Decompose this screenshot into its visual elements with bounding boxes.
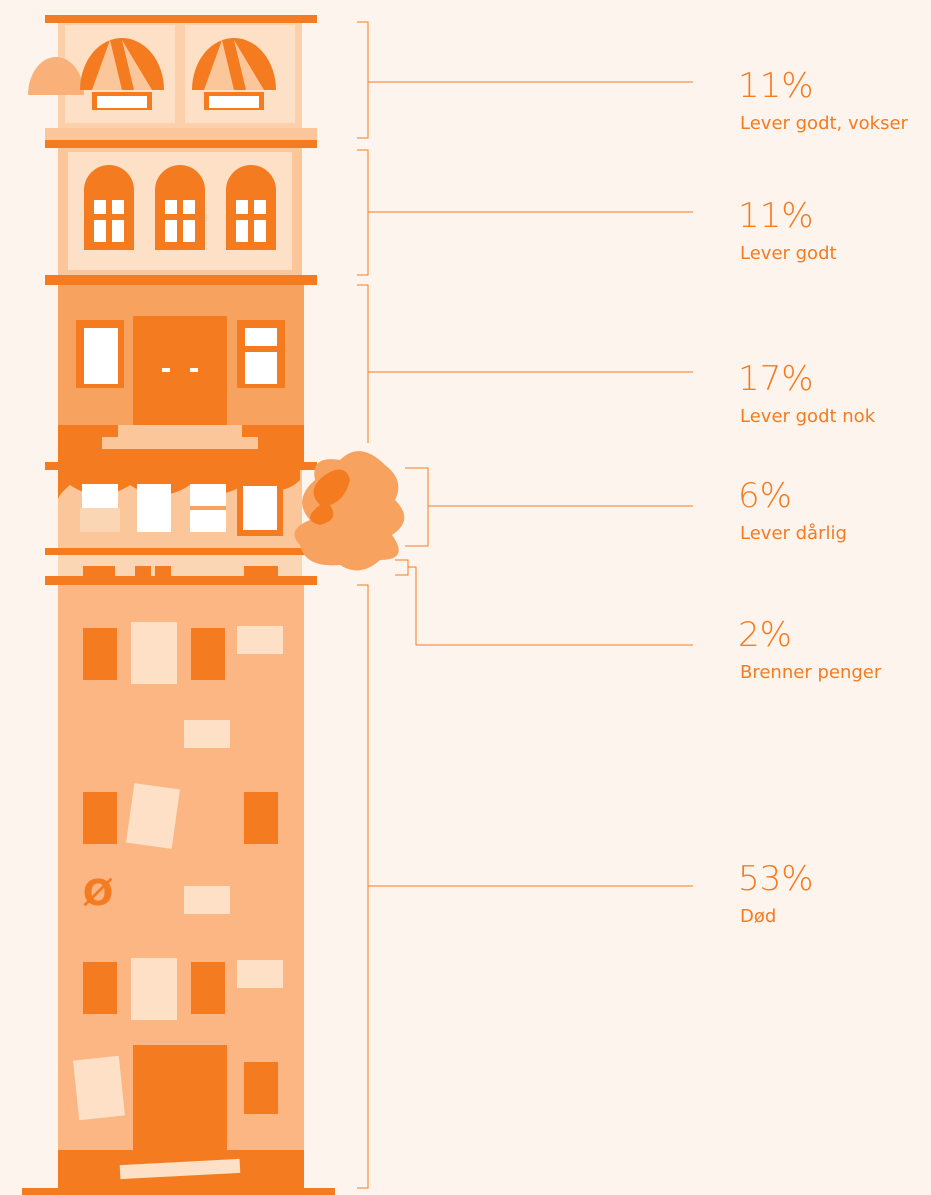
category-label: Død [740, 906, 776, 927]
bracket [395, 559, 693, 646]
category-label: Lever godt [740, 243, 837, 264]
percent-label: 6% [738, 476, 792, 516]
percent-label: 53% [738, 859, 814, 899]
bracket [405, 467, 693, 547]
category-label: Lever godt nok [740, 406, 876, 427]
percent-label: 11% [738, 66, 814, 106]
building: Ø [22, 15, 405, 1195]
bracket [357, 284, 693, 443]
category-label: Lever godt, vokser [740, 113, 909, 134]
percent-label: 2% [738, 615, 792, 655]
bracket [357, 149, 693, 276]
bracket [357, 584, 693, 1189]
category-label: Brenner penger [740, 662, 882, 683]
percent-label: 11% [738, 196, 814, 236]
percent-label: 17% [738, 359, 814, 399]
bracket [357, 21, 693, 139]
svg-text:Ø: Ø [83, 873, 114, 914]
category-label: Lever dårlig [740, 523, 847, 544]
